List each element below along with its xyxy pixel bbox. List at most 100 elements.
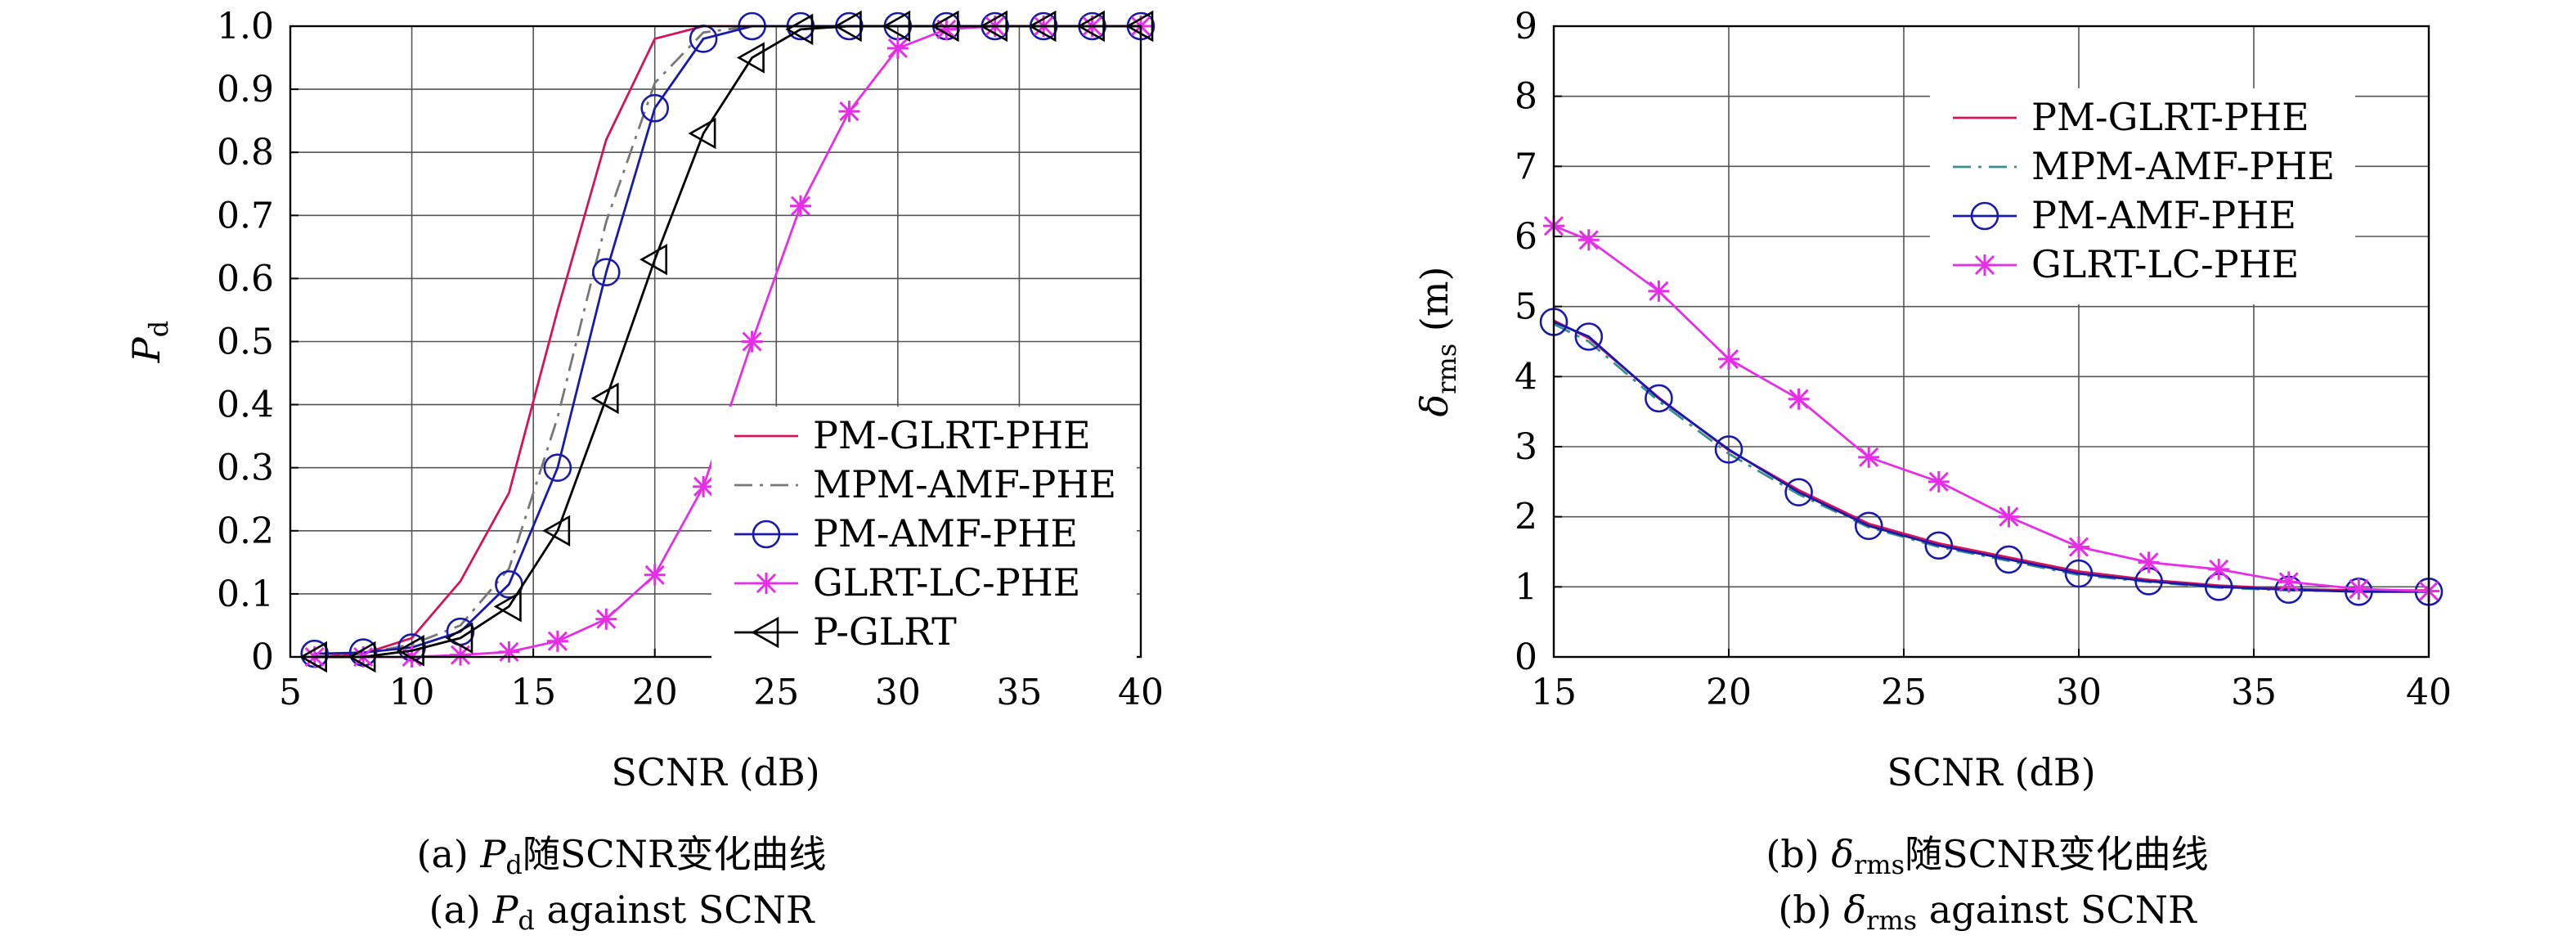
y-tick-label: 2	[1515, 497, 1537, 538]
series-line-pm-amf-phe	[1553, 321, 2429, 593]
legend-label: MPM-AMF-PHE	[813, 462, 1116, 506]
y-axis-symbol: δ	[1412, 394, 1456, 417]
y-tick-label: 1.0	[217, 6, 274, 47]
data-point-glrt-lc-phe	[1998, 506, 2020, 528]
data-point-pm-amf-phe	[1784, 478, 1813, 506]
y-axis-subscript: d	[143, 321, 174, 337]
y-tick-label: 5	[1515, 286, 1537, 328]
x-tick-label: 25	[753, 672, 799, 713]
data-point-glrt-lc-phe	[838, 101, 860, 123]
y-tick-label: 0.8	[217, 132, 274, 173]
chart-panel-a: 5 10 15 20 25 30 35 40 0 0.1 0.2 0.3 0.4 0.5 0.6 0.7 0.8…	[124, 6, 1164, 936]
caption-symbol-subscript: d	[505, 849, 522, 880]
x-tick-label: 25	[1881, 672, 1927, 713]
caption-label: (b)	[1778, 888, 1843, 932]
series-line-pm-glrt-phe	[1553, 319, 2429, 591]
plot-frame	[1552, 25, 2430, 659]
y-axis-label: δrms (m)	[1412, 267, 1462, 417]
data-point-glrt-lc-phe	[1648, 280, 1670, 302]
figure-caption: (a) Pd against SCNR	[429, 888, 815, 936]
y-axis-label: Pd	[124, 321, 174, 363]
data-point-glrt-lc-phe	[936, 18, 958, 40]
data-point-glrt-lc-phe	[644, 564, 666, 586]
x-tick-label: 15	[510, 672, 556, 713]
x-tick-label: 30	[875, 672, 921, 713]
legend-label: GLRT-LC-PHE	[813, 560, 1080, 605]
y-axis-subscript: rms	[1431, 344, 1462, 394]
data-point-p-glrt	[785, 13, 814, 46]
legend-label: GLRT-LC-PHE	[2031, 242, 2299, 286]
y-tick-label: 0	[1515, 636, 1537, 678]
data-point-p-glrt	[493, 591, 522, 623]
data-point-glrt-lc-phe	[450, 644, 471, 666]
caption-text: 随SCNR变化曲线	[1905, 832, 2209, 876]
y-tick-label: 1	[1515, 566, 1537, 608]
x-axis-label: SCNR (dB)	[1887, 750, 2095, 794]
y-tick-label: 9	[1515, 6, 1537, 47]
data-point-glrt-lc-phe	[2348, 578, 2370, 600]
caption-label: (a)	[429, 888, 493, 932]
y-tick-label: 0.1	[217, 573, 274, 615]
data-point-p-glrt	[445, 622, 473, 654]
data-point-pm-amf-phe	[1574, 322, 1604, 351]
y-tick-label: 4	[1515, 356, 1537, 398]
y-tick-label: 7	[1515, 146, 1537, 187]
x-tick-label: 15	[1531, 672, 1577, 713]
x-tick-label: 30	[2056, 672, 2102, 713]
series-line-glrt-lc-phe	[1553, 224, 2430, 592]
x-tick-label: 35	[996, 672, 1042, 713]
caption-symbol-subscript: d	[518, 905, 534, 936]
data-point-glrt-lc-phe	[2208, 558, 2230, 580]
data-point-glrt-lc-phe	[546, 630, 568, 652]
x-tick-label: 35	[2231, 672, 2277, 713]
y-tick-label: 0.2	[217, 510, 274, 552]
caption-symbol: P	[491, 888, 518, 932]
legend-marker	[1974, 254, 1995, 276]
data-point-pm-amf-phe	[1854, 511, 1883, 541]
x-axis-label: SCNR (dB)	[611, 750, 819, 794]
x-tick-label: 20	[1706, 672, 1752, 713]
legend-box	[1930, 88, 2355, 304]
x-tick-label: 5	[279, 672, 302, 713]
legend-label: MPM-AMF-PHE	[2031, 144, 2335, 188]
series-line-mpm-amf-phe	[1553, 322, 2429, 592]
data-point-pm-amf-phe	[591, 258, 621, 286]
data-point-glrt-lc-phe	[693, 475, 715, 497]
data-point-glrt-lc-phe	[790, 195, 811, 217]
legend-label: PM-GLRT-PHE	[2031, 95, 2309, 139]
y-tick-label: 0.7	[217, 195, 274, 236]
legend-label: PM-AMF-PHE	[2031, 193, 2296, 237]
y-tick-label: 0.4	[217, 385, 274, 426]
data-point-glrt-lc-phe	[1928, 470, 1950, 492]
x-tick-label: 40	[1118, 672, 1164, 713]
caption-symbol: δ	[1843, 888, 1866, 932]
y-axis-unit: (m)	[1412, 267, 1456, 344]
data-point-pm-amf-phe	[1924, 531, 1954, 560]
chart-panel-b: 15 20 25 30 35 40 0 1 2 3 4 5 6 7 8 9 PM-GLRT-PHE MPM-AMF…	[1412, 6, 2452, 936]
x-tick-label: 10	[389, 672, 435, 713]
legend-marker	[751, 616, 779, 649]
legend-label: PM-GLRT-PHE	[813, 413, 1091, 457]
data-point-pm-amf-phe	[640, 93, 670, 123]
caption-symbol: P	[479, 832, 506, 876]
figure-caption: (b) δrms against SCNR	[1778, 888, 2197, 936]
data-point-pm-amf-phe	[543, 453, 572, 483]
caption-label: (b)	[1766, 832, 1831, 876]
y-tick-label: 3	[1515, 426, 1537, 468]
data-point-glrt-lc-phe	[595, 608, 617, 630]
y-tick-label: 8	[1515, 76, 1537, 118]
caption-symbol: δ	[1831, 832, 1854, 876]
data-point-glrt-lc-phe	[886, 37, 909, 59]
y-tick-label: 0.3	[217, 448, 274, 489]
y-tick-label: 0	[251, 636, 274, 678]
data-point-pm-amf-phe	[2064, 559, 2094, 588]
data-point-glrt-lc-phe	[741, 331, 763, 353]
y-tick-label: 0.6	[217, 258, 274, 299]
data-point-pm-amf-phe	[1645, 384, 1673, 413]
y-axis-symbol: P	[124, 336, 168, 363]
caption-text: 随SCNR变化曲线	[523, 832, 827, 876]
caption-symbol-subscript: rms	[1866, 905, 1917, 936]
legend-marker	[752, 519, 781, 549]
data-point-glrt-lc-phe	[498, 641, 520, 663]
